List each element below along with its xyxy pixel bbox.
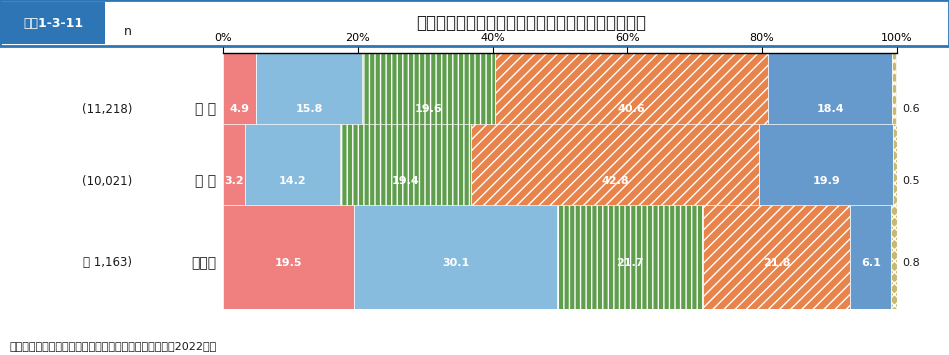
Bar [891, 205, 897, 320]
Text: 図表1-3-11: 図表1-3-11 [23, 17, 84, 29]
Bar [245, 124, 341, 239]
Bar [557, 205, 703, 320]
Text: 19.6: 19.6 [415, 104, 442, 114]
Text: 資料：内閣官房「人々のつながりに関する基礎調査」（2022年）: 資料：内閣官房「人々のつながりに関する基礎調査」（2022年） [9, 342, 216, 351]
Text: 6.1: 6.1 [861, 258, 881, 268]
Bar [892, 52, 896, 167]
Text: 21.7: 21.7 [617, 258, 644, 268]
FancyBboxPatch shape [1, 2, 105, 44]
Text: い る: い る [195, 174, 216, 188]
Bar [471, 124, 759, 239]
Bar [893, 124, 897, 239]
Bar [341, 124, 471, 239]
Text: 0.5: 0.5 [902, 176, 920, 186]
Text: 18.4: 18.4 [816, 104, 844, 114]
Bar [759, 124, 893, 239]
Text: n: n [124, 25, 132, 38]
Bar [223, 124, 245, 239]
Text: 不安や悩みの相談相手の有無別孤独感（直接質問）: 不安や悩みの相談相手の有無別孤独感（直接質問） [417, 14, 646, 32]
Text: 19.9: 19.9 [812, 176, 840, 186]
Bar [223, 205, 354, 320]
Text: 3.2: 3.2 [224, 176, 244, 186]
Text: 30.1: 30.1 [442, 258, 470, 268]
Bar [223, 52, 256, 167]
Text: 19.5: 19.5 [275, 258, 303, 268]
Text: (11,218): (11,218) [82, 103, 132, 116]
Text: いない: いない [191, 256, 216, 270]
Bar [768, 52, 892, 167]
Bar [494, 52, 768, 167]
Text: 15.8: 15.8 [295, 104, 323, 114]
Bar [703, 205, 850, 320]
Text: 21.8: 21.8 [763, 258, 791, 268]
Text: 40.6: 40.6 [618, 104, 645, 114]
Text: (10,021): (10,021) [82, 175, 132, 187]
Bar [363, 52, 494, 167]
Bar [256, 52, 363, 167]
Text: 0.8: 0.8 [902, 258, 920, 268]
Bar [354, 205, 557, 320]
Text: （ 1,163): （ 1,163) [84, 256, 132, 269]
Text: 4.9: 4.9 [230, 104, 250, 114]
Bar [850, 205, 891, 320]
FancyBboxPatch shape [0, 0, 949, 46]
Text: 14.2: 14.2 [279, 176, 307, 186]
Text: 42.8: 42.8 [602, 176, 629, 186]
Text: 0.6: 0.6 [902, 104, 920, 114]
Text: 全 体: 全 体 [195, 103, 216, 116]
Text: 19.4: 19.4 [392, 176, 419, 186]
